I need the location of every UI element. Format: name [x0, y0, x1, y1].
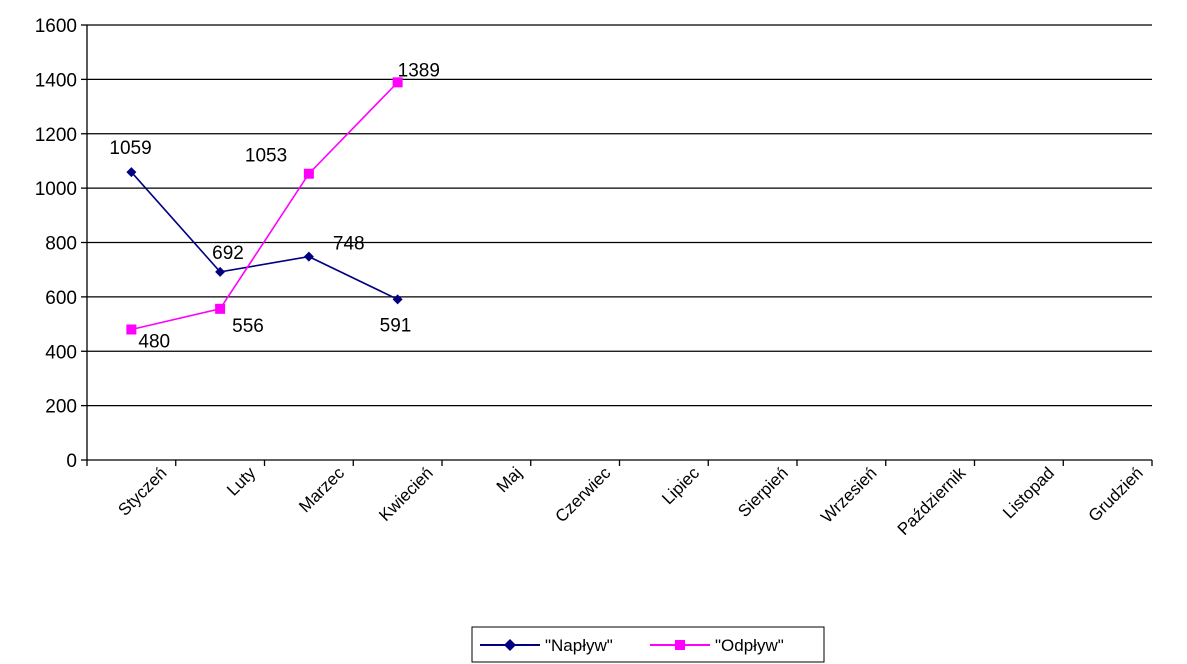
y-axis: 0 200 400 600 800 1000 1200 1400 1600	[35, 16, 88, 472]
y-tick-label: 1000	[35, 179, 77, 200]
y-tick-label: 400	[45, 342, 77, 363]
x-tick-label: Maj	[493, 463, 526, 496]
series-line	[130, 171, 398, 301]
data-point	[215, 303, 226, 314]
data-point	[303, 168, 314, 179]
y-tick-label: 1400	[35, 70, 77, 91]
series-line	[131, 81, 399, 331]
data-point	[303, 251, 314, 262]
x-tick-label: Październik	[894, 463, 970, 539]
x-tick-label: Lipiec	[658, 463, 703, 508]
data-point	[126, 167, 137, 178]
data-label: 591	[380, 315, 412, 336]
series-markers	[126, 77, 403, 335]
data-point	[126, 324, 137, 335]
y-tick-label: 1200	[35, 125, 77, 146]
legend: "Napływ" "Odpływ"	[471, 626, 825, 663]
data-label: 556	[232, 316, 264, 337]
y-tick-label: 200	[45, 397, 77, 418]
x-tick-label: Czerwiec	[551, 463, 614, 526]
x-tick-label: Kwiecień	[375, 463, 437, 525]
data-label: 1389	[398, 60, 440, 81]
data-point	[215, 266, 226, 277]
y-tick-label: 1600	[35, 16, 77, 37]
x-tick-label: Luty	[223, 463, 260, 500]
x-tick-label: Styczeń	[114, 463, 170, 519]
series-lines	[130, 81, 399, 331]
data-point	[392, 77, 403, 88]
data-label: 692	[212, 243, 244, 264]
data-label: 480	[138, 332, 170, 353]
data-label: 1059	[109, 138, 151, 159]
legend-label-odpływ: "Odpływ"	[715, 636, 784, 655]
y-tick-label: 800	[45, 234, 77, 255]
legend-marker-napływ	[504, 639, 516, 651]
data-point	[392, 294, 403, 305]
x-tick-label: Listopad	[999, 463, 1058, 522]
y-tick-label: 0	[66, 451, 77, 472]
x-tick-label: Grudzień	[1085, 463, 1147, 525]
x-axis: Styczeń Luty Marzec Kwiecień Maj Czerwiec Lipi…	[86, 459, 1153, 539]
x-tick-label: Marzec	[295, 463, 348, 516]
x-tick-label: Sierpień	[734, 463, 792, 521]
data-label: 748	[333, 234, 365, 255]
legend-label-napływ: "Napływ"	[545, 636, 613, 655]
y-tick-label: 600	[45, 288, 77, 309]
x-tick-label: Wrzesień	[817, 463, 880, 526]
data-label: 1053	[245, 146, 287, 167]
data-labels: 1059 692 748 591 480 556 1053 1389	[109, 60, 440, 352]
legend-marker-odpływ	[675, 640, 685, 650]
gridlines	[87, 24, 1152, 407]
